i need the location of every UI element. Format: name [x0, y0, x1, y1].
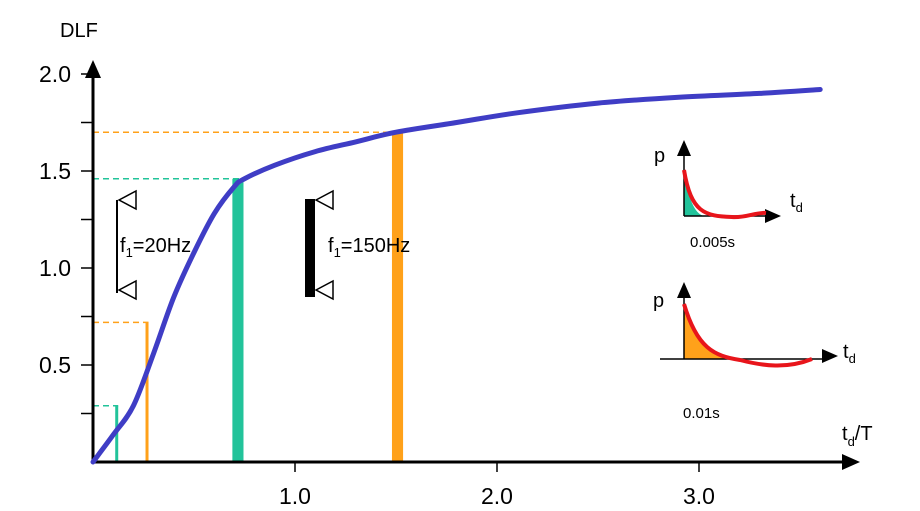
- pulse-curve: [682, 303, 813, 368]
- y-tick-label: 1.5: [39, 158, 71, 184]
- beam-symbol-150hz: f1=150Hz: [305, 189, 410, 301]
- p-axis-arrow-icon: [677, 140, 691, 156]
- y-tick-label: 2.0: [39, 61, 71, 87]
- support-triangle-icon: [314, 189, 334, 211]
- support-triangle-icon: [117, 189, 137, 211]
- pulse-fill: [684, 304, 740, 359]
- inset-duration: 0.01s: [683, 405, 720, 422]
- x-tick-label: 2.0: [481, 483, 513, 509]
- marker-bars: [115, 132, 404, 462]
- beam-symbol-20hz: f1=20Hz: [116, 189, 191, 301]
- y-axis-arrow-icon: [85, 60, 101, 78]
- marker-bar-3: [391, 132, 404, 462]
- marker-bar-1: [145, 322, 149, 462]
- x-tick-label: 1.0: [279, 483, 311, 509]
- pulse-inset-001s: p td 0.01s: [653, 282, 856, 422]
- t-axis-arrow-icon: [822, 349, 838, 363]
- y-axis-label: DLF: [60, 20, 98, 42]
- inset-duration: 0.005s: [690, 234, 735, 251]
- x-tick-label: 3.0: [683, 483, 715, 509]
- y-ticks: 0.5 1.0 1.5 2.0: [39, 61, 93, 415]
- inset-t-label: td: [843, 341, 856, 366]
- inset-t-label: td: [790, 190, 803, 215]
- x-axis-arrow-icon: [842, 454, 860, 470]
- pulse-inset-0005s: p td 0.005s: [654, 140, 803, 251]
- p-axis-arrow-icon: [677, 282, 691, 298]
- t-axis-arrow-icon: [765, 209, 781, 223]
- support-triangle-icon: [314, 279, 334, 301]
- beam-label-20hz: f1=20Hz: [120, 235, 191, 260]
- beam-label-150hz: f1=150Hz: [328, 235, 410, 260]
- x-axis-label: td/T: [842, 423, 873, 449]
- y-tick-label: 0.5: [39, 352, 71, 378]
- guide-lines: [93, 131, 404, 407]
- marker-bar-2: [232, 178, 244, 462]
- inset-p-label: p: [653, 290, 664, 312]
- x-ticks: 1.0 2.0 3.0: [279, 462, 715, 509]
- y-tick-label: 1.0: [39, 255, 71, 281]
- dlf-curve: [90, 87, 823, 465]
- inset-p-label: p: [654, 145, 665, 167]
- pulse-fill: [684, 170, 704, 216]
- pulse-curve: [682, 169, 767, 220]
- support-triangle-icon: [117, 279, 137, 301]
